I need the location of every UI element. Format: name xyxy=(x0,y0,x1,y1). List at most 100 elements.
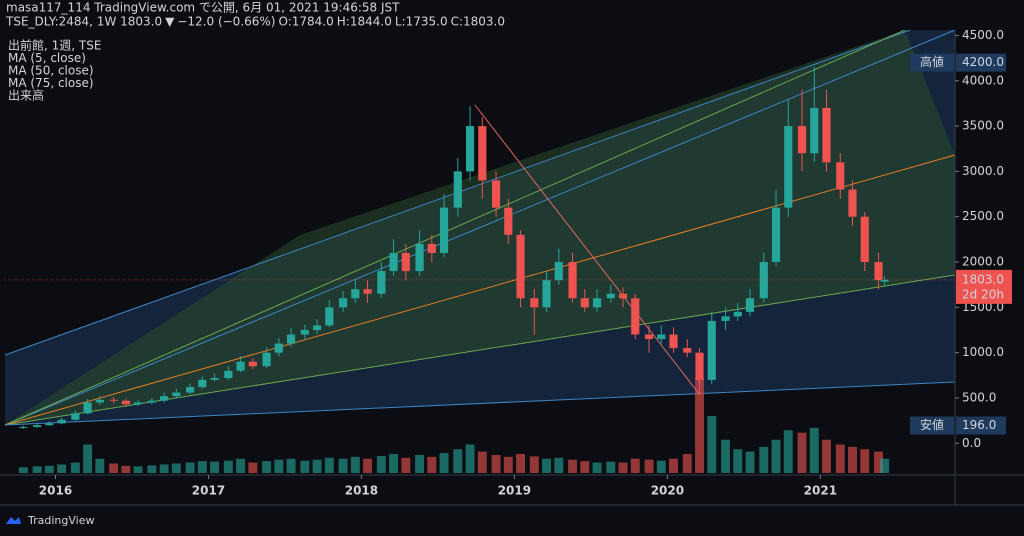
y-tick-label: 500.0 xyxy=(962,390,996,404)
candle-body xyxy=(439,207,449,253)
header-bar xyxy=(0,0,1024,30)
volume-bar xyxy=(656,460,666,473)
volume-bar xyxy=(809,427,819,473)
x-tick-label: 2017 xyxy=(192,484,225,498)
legend-entry: MA (75, close) xyxy=(8,76,94,90)
candle-body xyxy=(248,361,257,367)
marker-name: 高値 xyxy=(920,54,944,69)
candle-body xyxy=(198,379,207,388)
volume-bar xyxy=(18,467,28,473)
volume-bar xyxy=(606,461,616,473)
candle-body xyxy=(71,413,80,420)
candle-body xyxy=(325,307,334,326)
candle-body xyxy=(147,400,156,403)
ohlc-label: C: xyxy=(451,15,463,29)
y-tick-label: 4000.0 xyxy=(962,73,1004,87)
candle-body xyxy=(491,180,501,208)
volume-bar xyxy=(503,456,513,473)
candle-body xyxy=(836,162,845,190)
candle-body xyxy=(644,334,654,340)
volume-bar xyxy=(109,463,119,473)
ohlc-label: O: xyxy=(279,15,292,29)
volume-bar xyxy=(401,457,411,473)
symbol: TSE_DLY:2484, 1W 1803.0 xyxy=(5,15,162,29)
volume-bar xyxy=(57,464,67,473)
volume-bar xyxy=(389,454,399,473)
ohlc-value: 1844.0 xyxy=(350,15,392,29)
last-price: 1803.0 xyxy=(962,272,1004,286)
candle-body xyxy=(606,293,615,299)
x-tick-label: 2018 xyxy=(345,484,378,498)
volume-bar xyxy=(554,457,564,473)
volume-bar xyxy=(759,446,769,473)
volume-bar xyxy=(860,449,870,473)
footer-brand: TradingView xyxy=(27,514,94,527)
volume-bar xyxy=(312,459,322,473)
volume-bar xyxy=(300,460,310,473)
x-tick-label: 2020 xyxy=(651,484,684,498)
candle-body xyxy=(33,425,42,427)
volume-bar xyxy=(210,461,220,473)
ohlc-value: 1784.0 xyxy=(292,15,334,29)
volume-bar xyxy=(427,456,437,473)
candle-body xyxy=(45,423,54,426)
volume-bar xyxy=(682,454,692,473)
candle-body xyxy=(542,280,551,308)
candle-body xyxy=(695,352,704,380)
volume-bar xyxy=(147,465,157,473)
volume-bar xyxy=(274,459,284,473)
volume-bar xyxy=(592,462,602,473)
candle-body xyxy=(669,334,678,349)
volume-bar xyxy=(363,458,373,473)
volume-bar xyxy=(159,464,169,473)
candle-body xyxy=(236,361,245,371)
candle-body xyxy=(797,126,807,154)
volume-bar xyxy=(350,456,360,473)
y-tick-label: 1000.0 xyxy=(962,345,1004,359)
candle-body xyxy=(784,126,793,208)
candle-body xyxy=(848,189,857,217)
volume-bar xyxy=(797,432,807,473)
candle-body xyxy=(745,298,755,312)
candle-body xyxy=(274,343,283,353)
volume-bar xyxy=(121,465,131,473)
marker-name-box xyxy=(910,416,954,435)
candle-body xyxy=(186,387,195,393)
volume-bar xyxy=(248,462,258,473)
candle-body xyxy=(160,396,169,401)
volume-bar xyxy=(83,444,93,473)
candle-body xyxy=(860,216,869,263)
volume-bar xyxy=(171,463,181,473)
candle-body xyxy=(465,126,475,172)
legend-entry: MA (50, close) xyxy=(8,64,94,78)
volume-bar xyxy=(32,466,42,473)
candle-body xyxy=(57,419,66,424)
candle-body xyxy=(401,252,410,272)
candle-body xyxy=(172,392,181,397)
volume-bar xyxy=(644,459,654,473)
logo xyxy=(6,517,21,524)
ohlc-value: 1735.0 xyxy=(406,15,448,29)
volume-bar xyxy=(580,461,590,473)
candle-body xyxy=(210,378,219,380)
candle-body xyxy=(312,325,322,330)
candle-body xyxy=(771,207,781,263)
volume-bar xyxy=(324,457,334,473)
publish-info: masa117_114 TradingView.com で公開, 6月 01, … xyxy=(6,1,400,15)
fan-drawing xyxy=(4,29,956,426)
volume-bar xyxy=(453,449,463,473)
countdown: 2d 20h xyxy=(962,287,1004,301)
marker-value-box xyxy=(956,416,1006,435)
volume-bar xyxy=(822,439,831,473)
candle-body xyxy=(224,370,233,379)
change: −12.0 (−0.66%) xyxy=(177,15,275,29)
legend-entry: 出来高 xyxy=(8,88,44,103)
ohlc-label: L: xyxy=(395,15,406,29)
y-tick-label: 3000.0 xyxy=(962,164,1004,178)
volume-bar xyxy=(477,451,487,473)
volume-bar xyxy=(465,444,475,473)
volume-bar xyxy=(618,462,628,473)
volume-bar xyxy=(133,466,143,473)
